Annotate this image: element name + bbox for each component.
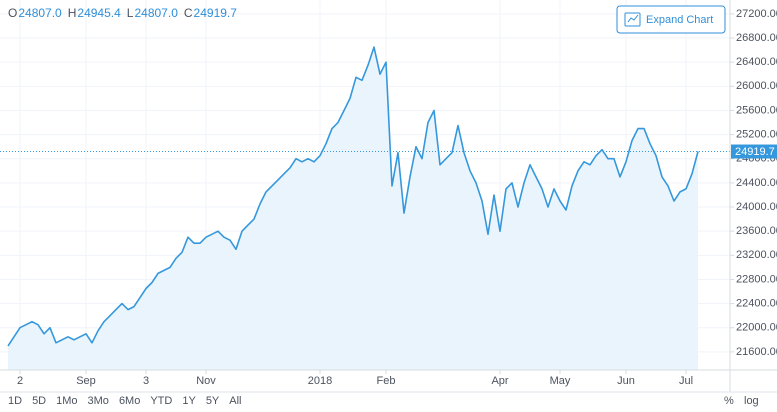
range-button[interactable]: 5D bbox=[32, 395, 46, 407]
x-tick-label: Jul bbox=[679, 375, 693, 387]
y-tick-label: 24400.00 bbox=[736, 177, 777, 189]
range-button[interactable]: All bbox=[229, 395, 241, 407]
scale-button[interactable]: log bbox=[744, 395, 759, 407]
y-tick-label: 26400.00 bbox=[736, 56, 777, 68]
last-price-box bbox=[731, 144, 777, 159]
x-tick-label: Apr bbox=[491, 375, 508, 387]
x-tick-label: 2 bbox=[17, 375, 23, 387]
y-tick-label: 23600.00 bbox=[736, 225, 777, 237]
button-frame bbox=[616, 5, 726, 34]
range-button[interactable]: 6Mo bbox=[119, 395, 140, 407]
ohlc-key: L bbox=[127, 6, 134, 20]
expand-chart-button[interactable]: Expand Chart bbox=[616, 5, 726, 34]
range-button[interactable]: 1Y bbox=[182, 395, 196, 407]
y-tick-label: 26000.00 bbox=[736, 80, 777, 92]
range-button[interactable]: YTD bbox=[150, 395, 172, 407]
scale-button[interactable]: % bbox=[724, 395, 734, 407]
y-tick-label: 22800.00 bbox=[736, 273, 777, 285]
area bbox=[8, 47, 698, 370]
range-button[interactable]: 1Mo bbox=[56, 395, 77, 407]
button-icon bbox=[624, 12, 641, 27]
y-tick-label: 23200.00 bbox=[736, 249, 777, 261]
y-tick-label: 26800.00 bbox=[736, 32, 777, 44]
x-tick-label: Nov bbox=[196, 375, 216, 387]
ohlc-value: 24945.4 bbox=[77, 6, 121, 20]
button-label: Expand Chart bbox=[646, 14, 713, 26]
ohlc-key: C bbox=[184, 6, 193, 20]
range-button[interactable]: 1D bbox=[8, 395, 22, 407]
y-tick-label: 27200.00 bbox=[736, 8, 777, 20]
ohlc-value: 24919.7 bbox=[194, 6, 238, 20]
ohlc-value: 24807.0 bbox=[134, 6, 178, 20]
range-button[interactable]: 5Y bbox=[206, 395, 220, 407]
y-tick-label: 25200.00 bbox=[736, 129, 777, 141]
y-tick-label: 22000.00 bbox=[736, 322, 777, 334]
y-tick-label: 21600.00 bbox=[736, 346, 777, 358]
x-tick-label: 3 bbox=[143, 375, 149, 387]
price-line bbox=[7, 46, 699, 347]
x-tick-label: May bbox=[550, 375, 571, 387]
ohlc-key: O bbox=[8, 6, 17, 20]
y-tick-label: 25600.00 bbox=[736, 104, 777, 116]
x-tick-label: 2018 bbox=[308, 375, 332, 387]
x-tick-label: Sep bbox=[76, 375, 96, 387]
button-icon bbox=[627, 14, 639, 23]
ohlc-value: 24807.0 bbox=[18, 6, 62, 20]
y-tick-label: 22400.00 bbox=[736, 298, 777, 310]
y-tick-label: 24000.00 bbox=[736, 201, 777, 213]
last-price-label: 24919.7 bbox=[735, 146, 775, 158]
range-button[interactable]: 3Mo bbox=[88, 395, 109, 407]
ohlc-key: H bbox=[68, 6, 77, 20]
x-tick-label: Feb bbox=[377, 375, 396, 387]
x-tick-label: Jun bbox=[617, 375, 635, 387]
